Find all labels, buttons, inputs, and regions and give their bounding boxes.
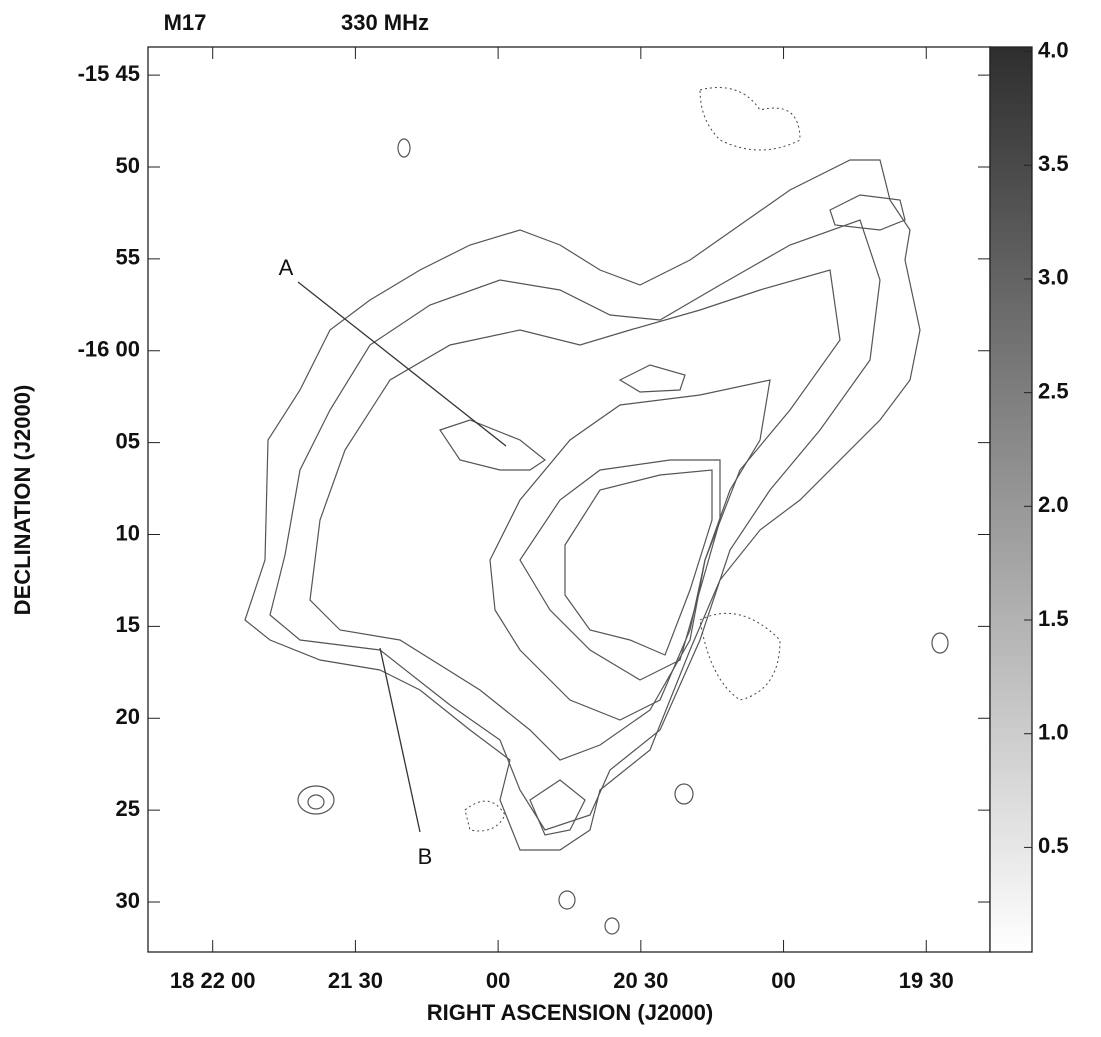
colorbar — [989, 46, 1033, 953]
colorbar-tick-label: 1.0 — [1038, 720, 1069, 745]
contour — [674, 783, 694, 805]
contour — [564, 469, 713, 656]
contour — [529, 779, 586, 836]
y-tick-label: -15 45 — [78, 61, 140, 86]
x-tick-label: 18 22 00 — [170, 968, 256, 993]
contour — [269, 219, 881, 831]
y-tick-label: 55 — [116, 245, 140, 270]
x-tick-label: 00 — [771, 968, 795, 993]
contour — [699, 612, 781, 701]
colorbar-tick-label: 4.0 — [1038, 37, 1069, 62]
annotation: A — [279, 255, 294, 280]
contour-map: A B — [244, 87, 949, 935]
y-tick-label: 10 — [116, 520, 140, 545]
plot-frame — [147, 46, 991, 953]
contour — [931, 632, 949, 654]
contour — [464, 800, 506, 832]
colorbar-tick-label: 0.5 — [1038, 833, 1069, 858]
contour — [699, 87, 801, 151]
contour — [519, 459, 721, 681]
contour — [618, 364, 686, 393]
y-tick-label: -16 00 — [78, 337, 140, 362]
colorbar-tick-label: 2.0 — [1038, 492, 1069, 517]
annotation: B — [418, 844, 433, 869]
chart-subtitle: 330 MHz — [341, 10, 429, 35]
annotation-line — [297, 281, 507, 447]
annotation-line — [379, 647, 421, 833]
colorbar-tick-label: 2.5 — [1038, 378, 1069, 403]
y-tick-label: 25 — [116, 796, 140, 821]
contour — [397, 138, 411, 158]
y-tick-label: 50 — [116, 153, 140, 178]
contour — [558, 890, 576, 910]
x-tick-label: 00 — [486, 968, 510, 993]
contour — [244, 159, 921, 851]
x-tick-label: 20 30 — [613, 968, 668, 993]
contour — [829, 194, 906, 231]
contour — [307, 794, 325, 810]
colorbar-tick-label: 1.5 — [1038, 606, 1069, 631]
colorbar-tick-label: 3.0 — [1038, 265, 1069, 290]
x-axis-label: RIGHT ASCENSION (J2000) — [427, 1000, 713, 1025]
y-tick-label: 05 — [116, 428, 140, 453]
y-tick-label: 20 — [116, 704, 140, 729]
contour — [297, 785, 335, 815]
contour — [489, 379, 771, 721]
x-tick-label: 21 30 — [328, 968, 383, 993]
x-tick-label: 19 30 — [899, 968, 954, 993]
contour — [604, 917, 620, 935]
y-axis-label: DECLINATION (J2000) — [10, 385, 35, 616]
y-tick-label: 30 — [116, 888, 140, 913]
contour — [309, 269, 841, 761]
contour — [439, 419, 547, 471]
chart-title: M17 — [164, 10, 207, 35]
y-tick-label: 15 — [116, 612, 140, 637]
colorbar-tick-label: 3.5 — [1038, 151, 1069, 176]
